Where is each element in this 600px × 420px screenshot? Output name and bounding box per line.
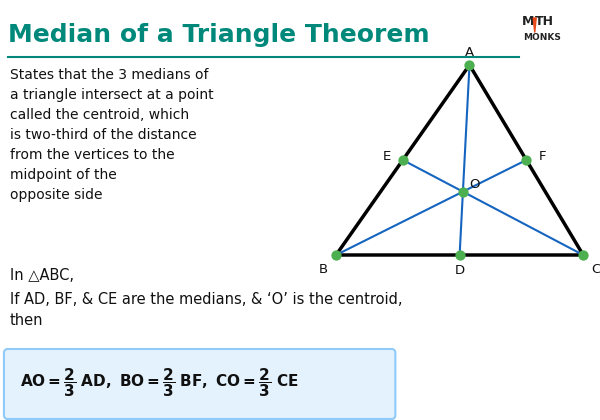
- FancyBboxPatch shape: [4, 349, 395, 419]
- Text: States that the 3 medians of
a triangle intersect at a point
called the centroid: States that the 3 medians of a triangle …: [10, 68, 214, 202]
- Text: D: D: [455, 265, 464, 278]
- Text: F: F: [538, 150, 546, 163]
- Text: E: E: [383, 150, 391, 163]
- Text: Median of a Triangle Theorem: Median of a Triangle Theorem: [8, 23, 430, 47]
- Point: [521, 157, 531, 163]
- Text: O: O: [470, 178, 480, 191]
- Text: TH: TH: [535, 15, 554, 28]
- Point: [464, 62, 474, 68]
- Text: M: M: [522, 15, 534, 28]
- Text: B: B: [319, 262, 328, 276]
- Point: [455, 252, 464, 258]
- Text: If AD, BF, & CE are the medians, & ‘O’ is the centroid,
then: If AD, BF, & CE are the medians, & ‘O’ i…: [10, 292, 403, 328]
- Text: A: A: [465, 45, 474, 58]
- Point: [398, 157, 407, 163]
- Polygon shape: [533, 18, 536, 32]
- Text: MONKS: MONKS: [523, 33, 561, 42]
- Point: [578, 252, 588, 258]
- Text: C: C: [592, 262, 600, 276]
- Point: [458, 188, 468, 195]
- Text: In △ABC,: In △ABC,: [10, 268, 74, 283]
- Point: [331, 252, 341, 258]
- Text: $\mathbf{AO = \dfrac{2}{3}\ AD,\ BO = \dfrac{2}{3}\ BF,\ CO = \dfrac{2}{3}\ CE}$: $\mathbf{AO = \dfrac{2}{3}\ AD,\ BO = \d…: [20, 367, 298, 399]
